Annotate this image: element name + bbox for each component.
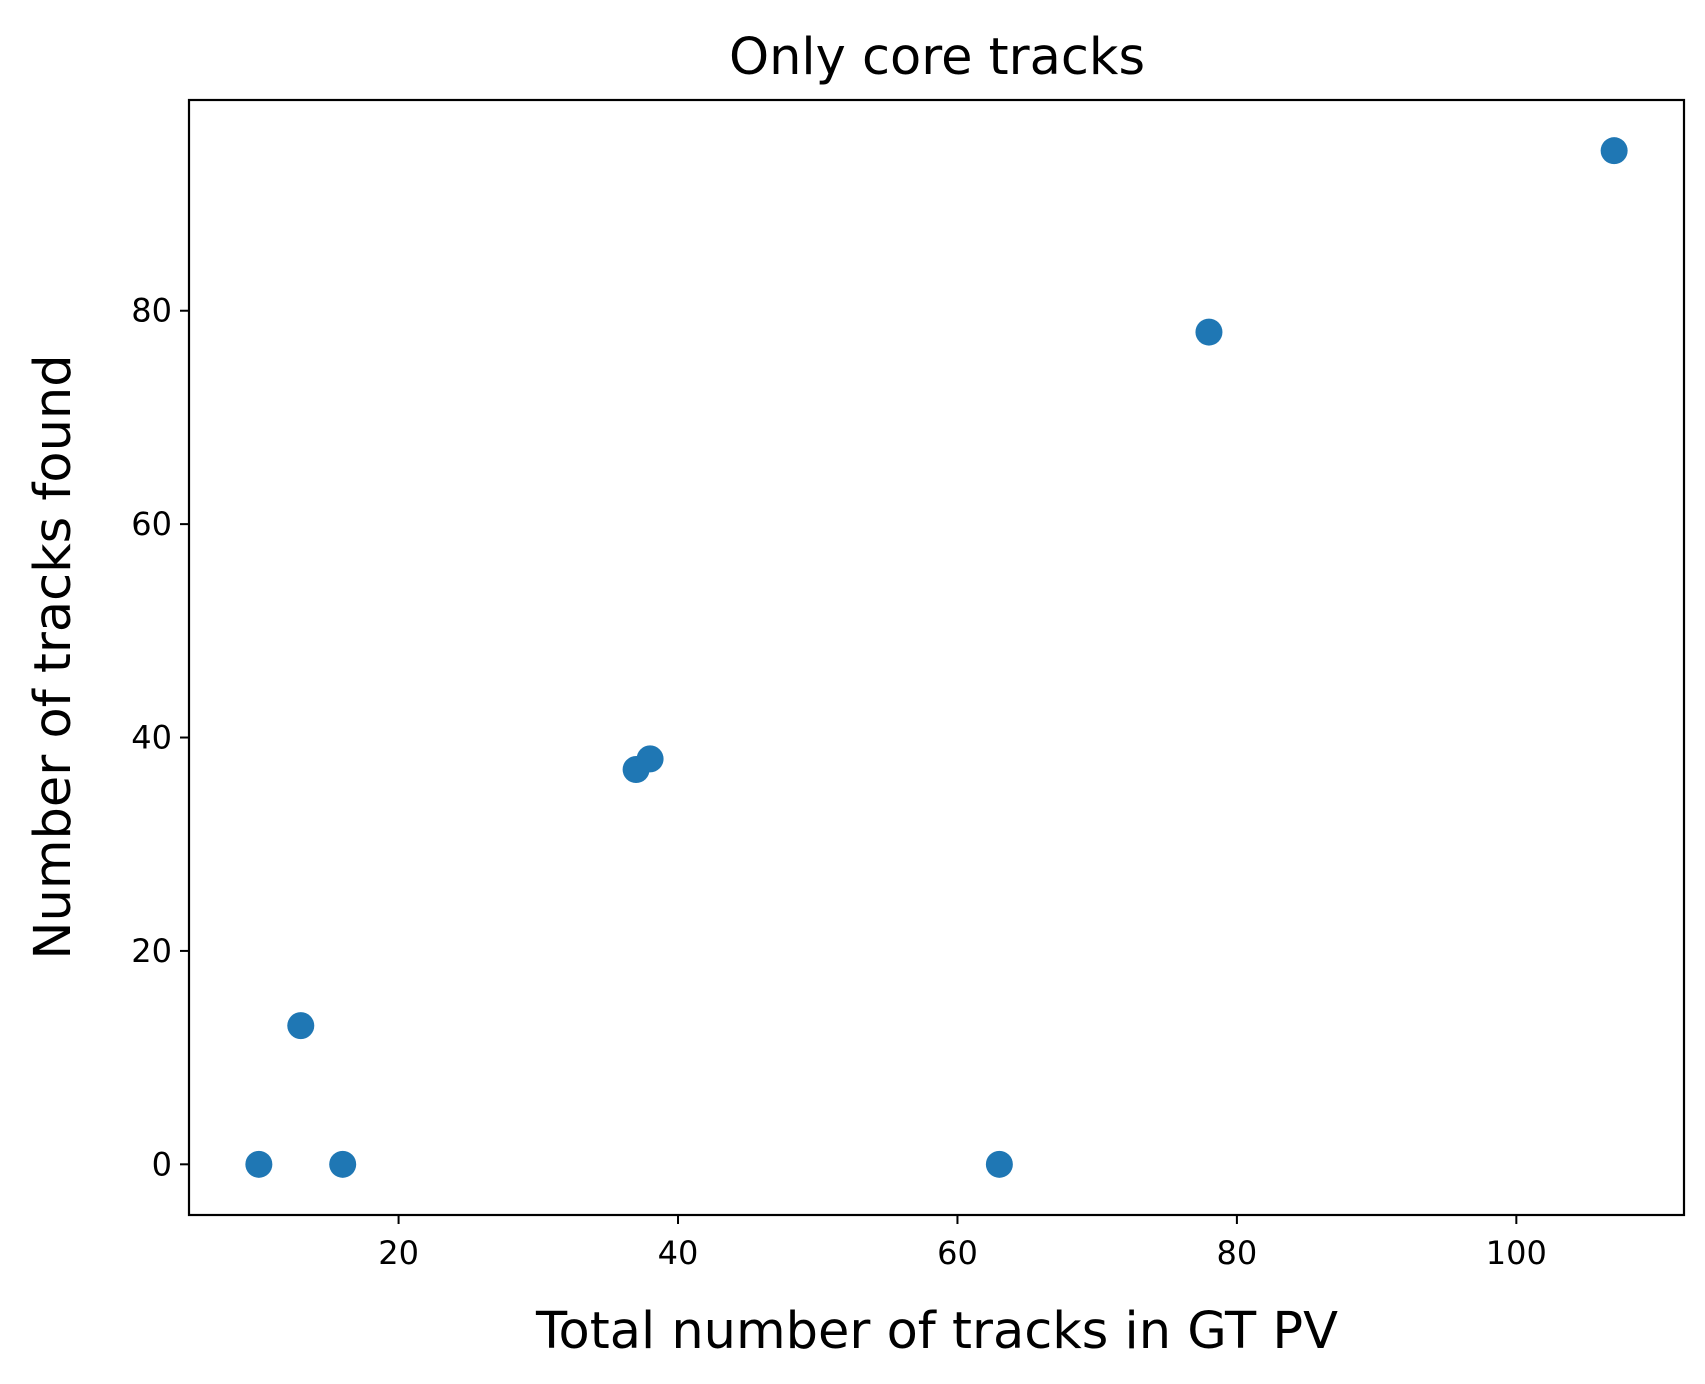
data-point xyxy=(636,745,664,773)
y-tick-label: 80 xyxy=(131,292,172,330)
data-point xyxy=(1600,137,1628,165)
x-tick-label: 100 xyxy=(1486,1234,1547,1272)
y-tick-label: 20 xyxy=(131,932,172,970)
y-axis-label: Number of tracks found xyxy=(24,354,83,959)
data-point xyxy=(1195,318,1223,346)
data-point xyxy=(329,1150,357,1178)
data-point xyxy=(985,1150,1013,1178)
x-tick-label: 40 xyxy=(658,1234,699,1272)
data-point xyxy=(287,1012,315,1040)
plot-area xyxy=(245,137,1628,1178)
x-axis-label: Total number of tracks in GT PV xyxy=(535,1302,1338,1361)
chart-title: Only core tracks xyxy=(729,28,1145,87)
x-tick-label: 20 xyxy=(378,1234,419,1272)
x-axis: 20 40 60 80 100 xyxy=(378,1215,1547,1272)
y-tick-label: 60 xyxy=(131,505,172,543)
data-point xyxy=(245,1150,273,1178)
x-tick-label: 60 xyxy=(937,1234,978,1272)
axes-frame xyxy=(187,98,1686,1217)
x-tick-label: 80 xyxy=(1217,1234,1258,1272)
y-tick-label: 40 xyxy=(131,719,172,757)
y-tick-label: 0 xyxy=(152,1145,172,1183)
y-axis: 0 20 40 60 80 xyxy=(131,292,189,1183)
